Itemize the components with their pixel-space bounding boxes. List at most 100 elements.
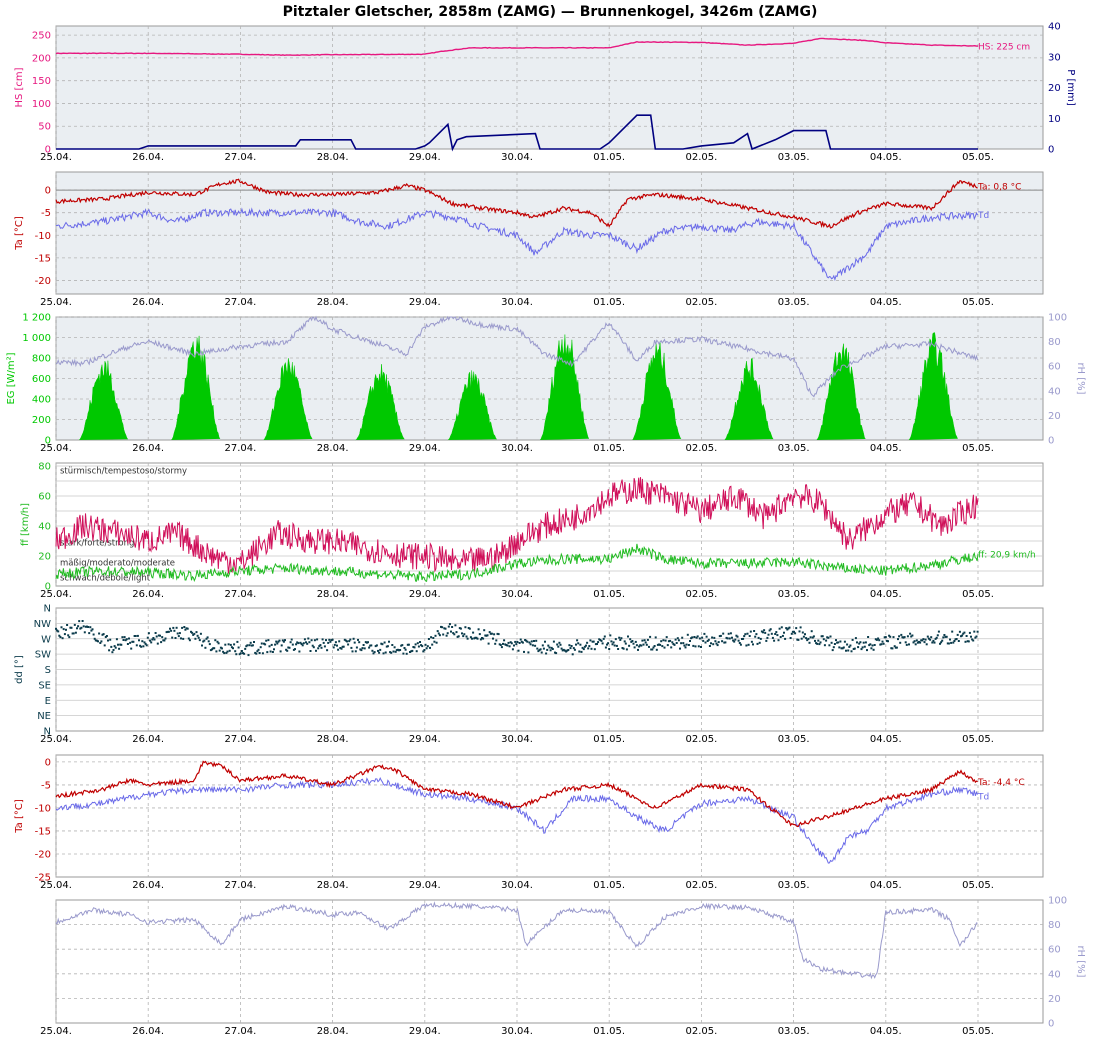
dd-point	[435, 641, 438, 644]
dd-point	[490, 632, 493, 635]
dd-point	[904, 641, 907, 644]
dd-point	[587, 647, 590, 650]
dd-point	[697, 645, 700, 648]
dd-point	[184, 628, 187, 631]
dd-point	[857, 646, 860, 649]
dd-point	[251, 644, 254, 647]
dd-point	[477, 628, 480, 631]
dd-point	[296, 641, 299, 644]
dd-point	[124, 639, 127, 642]
dd-point	[395, 649, 398, 652]
panel-3-y-tick: 40	[38, 522, 51, 533]
rh-series-line	[55, 315, 979, 398]
dd-point	[705, 635, 708, 638]
dd-point	[964, 640, 967, 643]
dd-point	[102, 633, 105, 636]
dd-point	[641, 639, 644, 642]
dd-point	[511, 648, 514, 651]
dd-point	[320, 646, 323, 649]
dd-point	[176, 632, 179, 635]
dd-point	[476, 637, 479, 640]
dd-point	[832, 646, 835, 649]
dd-point	[227, 643, 230, 646]
dd-point	[492, 637, 494, 640]
dd-point	[131, 640, 134, 643]
dd-point	[299, 641, 302, 644]
dd-point	[242, 652, 244, 655]
dd-point	[793, 630, 795, 633]
dd-point	[760, 630, 763, 633]
dd-point	[726, 637, 729, 640]
dd-point	[649, 635, 652, 638]
dd-point	[776, 634, 779, 637]
dd-point	[814, 639, 816, 642]
dd-point	[594, 643, 597, 646]
dd-point	[715, 642, 718, 645]
ta-series-line	[55, 178, 978, 229]
dd-point	[302, 642, 305, 645]
dd-point	[524, 639, 527, 641]
dd-point	[193, 632, 196, 635]
panel-3-x-tick: 25.04.	[40, 589, 72, 600]
panel-2-x-tick: 28.04.	[317, 443, 349, 454]
ta-axis-label: Ta [°C]	[14, 216, 25, 251]
dd-point	[207, 640, 210, 643]
dd-point	[895, 646, 898, 649]
td2-label: Td	[977, 792, 989, 802]
dd-point	[650, 648, 653, 651]
dd-point	[738, 642, 741, 644]
dd-point	[463, 633, 466, 636]
dd-point	[219, 646, 222, 649]
dd-point	[536, 647, 539, 650]
dd-point	[655, 648, 658, 651]
panel-0-y-tick: 50	[38, 122, 51, 133]
dd-point	[330, 639, 333, 642]
dd-point	[712, 643, 715, 646]
dd-point	[711, 636, 714, 639]
dd-point	[841, 647, 844, 650]
dd-point	[349, 638, 352, 641]
panel-1-x-tick: 29.04.	[409, 297, 441, 308]
dd-point	[509, 641, 512, 644]
dd-point	[807, 637, 810, 640]
dd-point	[681, 636, 684, 639]
dd-point	[482, 637, 485, 640]
dd-point	[769, 628, 772, 631]
dd-point	[379, 648, 382, 651]
dd-point	[266, 651, 269, 654]
eg-day-area	[263, 358, 313, 441]
dd-point	[338, 640, 341, 643]
dd-point	[180, 637, 182, 640]
dd-point	[919, 641, 922, 644]
dd-point	[573, 648, 576, 651]
panel-6-y-tick-right: 40	[1048, 969, 1061, 980]
dd-point	[788, 626, 791, 629]
panel-0-y-tick-right: 30	[1048, 52, 1061, 63]
dd-point	[749, 630, 752, 633]
panel-1-x-tick: 01.05.	[593, 297, 625, 308]
dd-point	[154, 632, 157, 634]
dd-point	[164, 637, 167, 640]
panel-3-y-tick: 60	[38, 492, 51, 503]
dd-point	[560, 647, 563, 650]
dd-point	[861, 646, 864, 649]
panel-3-x-tick: 28.04.	[317, 589, 349, 600]
panel-1-y-tick: -20	[35, 276, 51, 287]
dd-point	[493, 633, 496, 636]
dd-point	[208, 643, 211, 646]
dd-point	[846, 643, 849, 646]
dd-point	[939, 642, 941, 645]
dd-point	[181, 626, 184, 629]
dd-point	[502, 642, 504, 645]
dd-point	[343, 638, 346, 641]
band-light-label: schwach/debole/light	[60, 574, 151, 584]
dd-point	[78, 620, 81, 623]
dd-point	[359, 648, 362, 651]
dd-point	[586, 641, 589, 644]
dd-point	[794, 632, 797, 635]
dd-point	[465, 635, 468, 638]
dd-point	[65, 628, 67, 631]
dd-point	[646, 638, 649, 641]
dd-point	[218, 649, 221, 652]
dd-point	[542, 647, 545, 650]
